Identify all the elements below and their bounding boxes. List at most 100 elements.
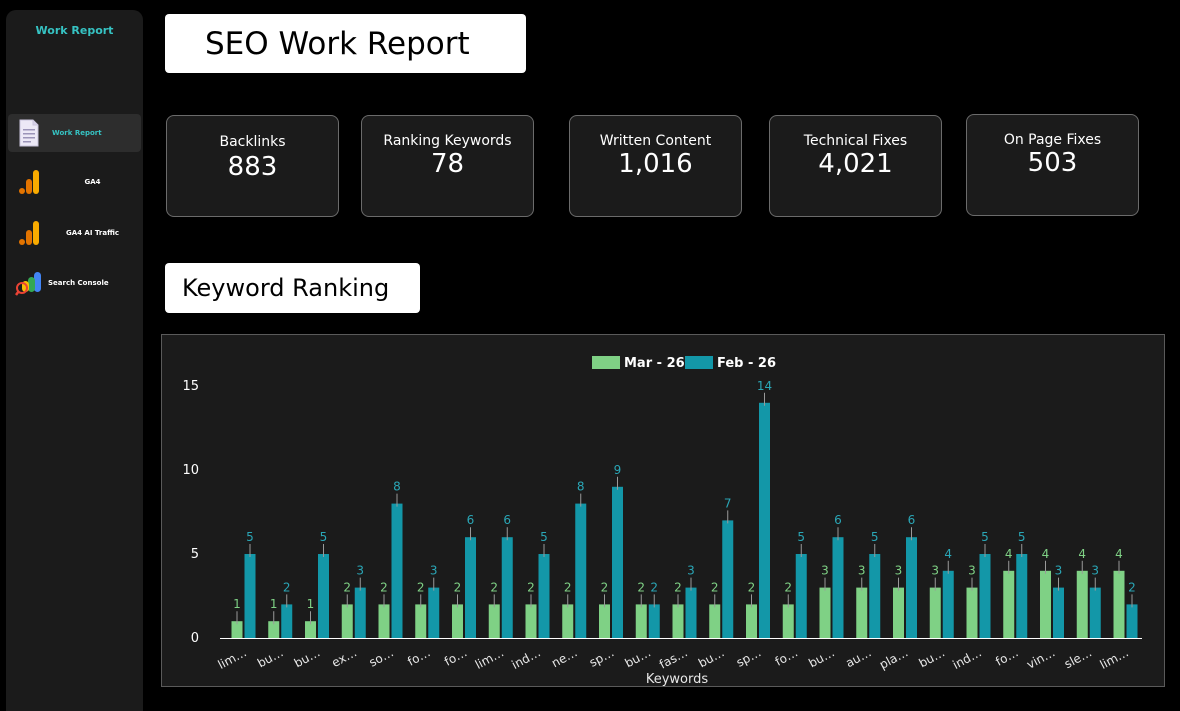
data-label: 2 — [650, 580, 658, 594]
data-label: 1 — [307, 597, 315, 611]
data-label: 4 — [1078, 547, 1086, 561]
data-label: 4 — [944, 547, 952, 561]
legend-swatch — [685, 356, 713, 369]
kpi-value: 1,016 — [618, 149, 693, 179]
y-tick-label: 10 — [182, 463, 199, 478]
y-tick-label: 5 — [191, 547, 199, 562]
kpi-label: Backlinks — [219, 134, 286, 150]
bar — [856, 587, 868, 638]
data-label: 2 — [380, 580, 388, 594]
data-label: 5 — [1018, 530, 1026, 544]
bar-chart: Mar - 26 Feb - 2605101515lim…12bu…15bu…23… — [182, 356, 1142, 686]
x-tick-label: fo… — [773, 645, 800, 668]
y-tick-label: 15 — [182, 379, 199, 394]
data-label: 2 — [564, 580, 572, 594]
data-label: 5 — [871, 530, 879, 544]
bar — [1053, 587, 1064, 638]
sidebar-item-ga4-ai-traffic[interactable]: GA4 AI Traffic — [8, 214, 141, 252]
data-label: 8 — [393, 480, 401, 494]
kpi-card-ranking-keywords: Ranking Keywords 78 — [361, 115, 534, 217]
data-label: 4 — [1005, 547, 1013, 561]
legend-label: Mar - 26 — [624, 356, 685, 371]
data-label: 5 — [797, 530, 805, 544]
data-label: 6 — [503, 513, 511, 527]
data-label: 5 — [981, 530, 989, 544]
document-icon — [14, 118, 44, 148]
bar — [378, 604, 390, 638]
bar — [525, 604, 537, 638]
bar — [612, 486, 623, 638]
bar — [1003, 570, 1015, 638]
kpi-card-backlinks: Backlinks 883 — [166, 115, 339, 217]
data-label: 3 — [858, 564, 866, 578]
data-label: 2 — [637, 580, 645, 594]
bar — [709, 604, 721, 638]
bar — [966, 587, 978, 638]
bar — [1089, 587, 1101, 638]
bar — [1126, 604, 1138, 638]
bar — [869, 554, 881, 638]
x-tick-label: bu… — [292, 645, 323, 670]
data-label: 3 — [895, 564, 903, 578]
bar — [305, 621, 316, 638]
data-label: 2 — [454, 580, 462, 594]
bar — [415, 604, 427, 638]
x-tick-label: pla… — [877, 645, 910, 672]
data-label: 5 — [246, 530, 254, 544]
data-label: 6 — [834, 513, 842, 527]
data-label: 2 — [674, 580, 682, 594]
data-label: 9 — [614, 463, 622, 477]
bar — [428, 587, 440, 638]
bar — [391, 503, 403, 638]
bar — [501, 537, 513, 638]
x-tick-label: sle… — [1062, 645, 1094, 671]
data-label: 3 — [821, 564, 829, 578]
data-label: 6 — [467, 513, 475, 527]
bar — [318, 554, 329, 638]
bar — [268, 621, 280, 638]
data-label: 7 — [724, 496, 732, 510]
data-label: 2 — [490, 580, 498, 594]
kpi-card-written-content: Written Content 1,016 — [569, 115, 742, 217]
data-label: 2 — [748, 580, 756, 594]
sidebar-item-work-report[interactable]: Work Report — [8, 114, 141, 152]
data-label: 2 — [283, 580, 291, 594]
sidebar-item-ga4[interactable]: GA4 — [8, 163, 141, 201]
bar — [244, 554, 256, 638]
bar — [1113, 570, 1125, 638]
data-label: 3 — [1091, 564, 1099, 578]
bar — [685, 587, 697, 638]
legend-label: Feb - 26 — [717, 356, 776, 371]
data-label: 3 — [1055, 564, 1063, 578]
search-console-icon — [14, 268, 44, 298]
x-tick-label: lim… — [1098, 645, 1131, 672]
kpi-value: 4,021 — [818, 149, 893, 179]
data-label: 3 — [931, 564, 939, 578]
bar — [942, 570, 954, 638]
kpi-value: 78 — [430, 149, 465, 179]
x-axis-label: Keywords — [646, 672, 709, 686]
sidebar-item-label: Search Console — [48, 279, 109, 287]
x-tick-label: lim… — [473, 645, 506, 672]
legend-swatch — [592, 356, 620, 369]
bar — [819, 587, 831, 638]
bar — [562, 604, 574, 638]
sidebar-item-label: Work Report — [52, 129, 102, 137]
data-label: 4 — [1042, 547, 1050, 561]
bar — [599, 604, 610, 638]
sidebar-item-label: GA4 — [84, 178, 101, 186]
bar — [575, 503, 587, 638]
kpi-label: Ranking Keywords — [383, 133, 512, 149]
x-tick-label: lim… — [216, 645, 249, 672]
bar — [832, 537, 844, 638]
data-label: 4 — [1115, 547, 1123, 561]
bar — [782, 604, 794, 638]
data-label: 6 — [908, 513, 916, 527]
bar — [538, 554, 550, 638]
sidebar-item-search-console[interactable]: Search Console — [8, 264, 141, 302]
x-tick-label: bu… — [806, 645, 837, 670]
data-label: 14 — [757, 379, 772, 393]
bar — [231, 621, 243, 638]
bar — [1076, 570, 1088, 638]
x-tick-label: so… — [367, 645, 396, 669]
